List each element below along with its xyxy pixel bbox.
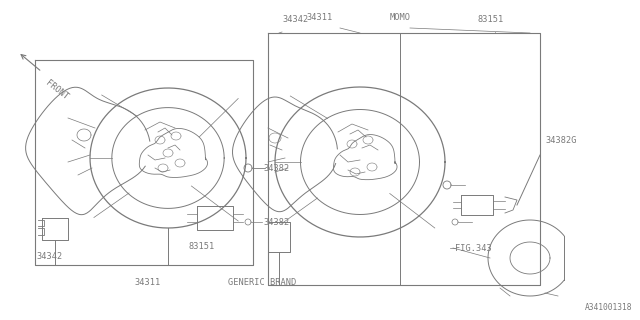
Text: 34342: 34342 [36,252,62,261]
Text: 83151: 83151 [478,15,504,24]
Text: MOMO: MOMO [390,13,411,22]
Text: GENERIC BRAND: GENERIC BRAND [228,278,296,287]
Text: 83151: 83151 [189,242,215,251]
Text: 34382: 34382 [263,218,289,227]
Text: A341001318: A341001318 [584,303,632,312]
Text: 34342: 34342 [282,15,308,24]
Text: FIG.343: FIG.343 [455,244,492,252]
Text: FRONT: FRONT [44,78,70,101]
Text: 34382G: 34382G [545,135,577,145]
Text: 34311: 34311 [135,278,161,287]
Text: 34382: 34382 [263,164,289,172]
Text: 34311: 34311 [307,13,333,22]
